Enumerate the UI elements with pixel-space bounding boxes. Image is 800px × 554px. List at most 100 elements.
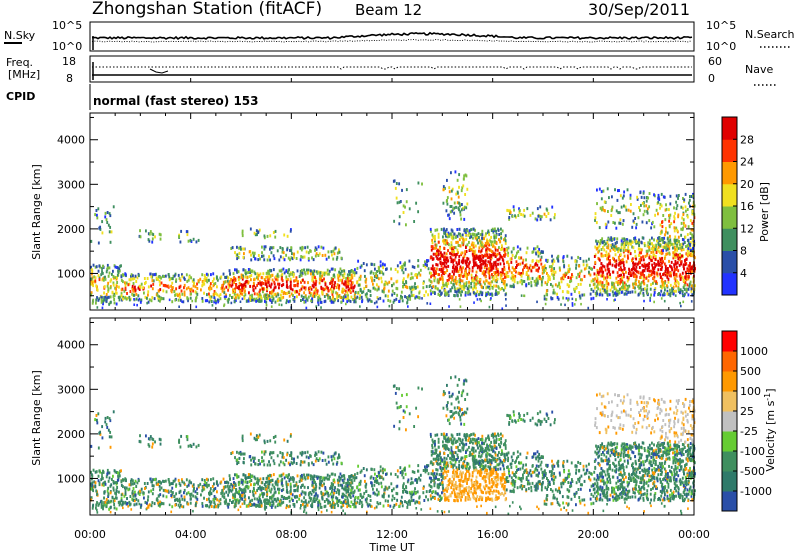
power-cell bbox=[446, 242, 449, 246]
power-cell bbox=[321, 254, 324, 257]
power-cell bbox=[446, 233, 449, 237]
power-cell bbox=[171, 300, 174, 304]
power-cell bbox=[235, 294, 238, 298]
power-cell bbox=[241, 289, 244, 292]
power-cell bbox=[619, 221, 622, 225]
power-cell bbox=[657, 242, 660, 246]
power-cell bbox=[457, 270, 460, 274]
power-cell bbox=[543, 297, 546, 301]
power-cell bbox=[281, 279, 284, 283]
power-cell bbox=[139, 284, 141, 288]
power-cell bbox=[472, 258, 475, 262]
power-cell bbox=[550, 283, 552, 286]
power-cell bbox=[312, 292, 315, 296]
power-cell bbox=[385, 267, 387, 271]
power-cell bbox=[406, 275, 409, 279]
power-cell bbox=[259, 288, 262, 292]
power-cell bbox=[622, 219, 625, 223]
power-cell bbox=[168, 275, 171, 279]
power-cell bbox=[599, 288, 602, 292]
velocity-cell bbox=[113, 506, 116, 510]
power-cell bbox=[467, 265, 470, 268]
power-cell bbox=[489, 260, 492, 264]
velocity-cell bbox=[347, 503, 350, 507]
power-cell bbox=[226, 279, 229, 283]
power-cell bbox=[101, 306, 104, 310]
power-cell bbox=[599, 267, 601, 271]
power-cell bbox=[241, 247, 243, 251]
power-cell bbox=[537, 275, 540, 279]
power-cell bbox=[411, 276, 414, 280]
power-cell bbox=[402, 263, 405, 267]
power-cell bbox=[274, 285, 277, 289]
power-cell bbox=[690, 287, 693, 291]
power-cell bbox=[344, 280, 347, 284]
velocity-cell bbox=[178, 482, 181, 485]
velocity-cell bbox=[308, 491, 311, 495]
power-cell bbox=[124, 286, 127, 290]
power-cell bbox=[360, 295, 363, 299]
power-cell bbox=[418, 291, 421, 295]
power-cell bbox=[508, 217, 511, 221]
power-cell bbox=[243, 286, 246, 290]
velocity-cell bbox=[131, 491, 134, 495]
power-cell bbox=[519, 262, 522, 266]
power-cell bbox=[286, 283, 288, 287]
velocity-cell bbox=[330, 495, 333, 499]
power-cell bbox=[522, 268, 524, 272]
power-cell bbox=[497, 262, 499, 266]
power-cell bbox=[300, 287, 303, 291]
power-cell bbox=[488, 274, 491, 278]
velocity-cell bbox=[101, 475, 103, 479]
power-cell bbox=[515, 260, 518, 264]
power-cell bbox=[359, 305, 361, 308]
power-cell bbox=[450, 197, 453, 201]
power-cell bbox=[637, 216, 640, 220]
power-cell bbox=[347, 278, 350, 282]
velocity-cell bbox=[112, 499, 115, 503]
power-cell bbox=[497, 228, 500, 232]
velocity-cell bbox=[142, 491, 145, 495]
power-cell bbox=[641, 273, 643, 277]
power-cell bbox=[676, 261, 679, 265]
power-cell bbox=[556, 284, 559, 288]
power-cell bbox=[448, 217, 451, 221]
power-cell bbox=[443, 271, 446, 274]
power-cell bbox=[333, 286, 335, 290]
power-cell bbox=[314, 276, 316, 280]
velocity-cell bbox=[118, 472, 121, 476]
velocity-cell bbox=[224, 485, 227, 489]
power-cell bbox=[592, 279, 595, 283]
power-cell bbox=[347, 298, 350, 302]
power-cell bbox=[610, 209, 613, 213]
velocity-cell bbox=[338, 475, 341, 479]
power-cell bbox=[113, 301, 116, 305]
power-cell bbox=[341, 273, 344, 277]
power-cell bbox=[450, 260, 453, 264]
power-cell bbox=[324, 287, 327, 291]
power-cell bbox=[422, 264, 425, 267]
velocity-cell bbox=[187, 444, 190, 448]
power-cell bbox=[599, 274, 602, 278]
power-cell bbox=[370, 276, 372, 280]
power-cell bbox=[575, 298, 577, 302]
power-cell bbox=[448, 186, 451, 190]
power-cell bbox=[601, 270, 604, 274]
power-cell bbox=[686, 268, 689, 272]
velocity-cell bbox=[158, 437, 161, 441]
power-cell bbox=[634, 275, 637, 279]
power-cell bbox=[451, 209, 453, 213]
power-cell bbox=[285, 280, 288, 284]
power-cell bbox=[562, 276, 565, 280]
power-cell bbox=[475, 263, 478, 267]
power-cell bbox=[146, 296, 148, 300]
power-cell bbox=[132, 289, 135, 293]
power-cell bbox=[363, 269, 366, 273]
power-cell bbox=[134, 288, 137, 292]
power-cell bbox=[411, 265, 414, 269]
velocity-cell bbox=[265, 505, 268, 509]
power-cell bbox=[512, 283, 515, 287]
power-cell bbox=[494, 260, 497, 264]
velocity-cell bbox=[95, 506, 97, 510]
power-cell bbox=[135, 292, 138, 296]
